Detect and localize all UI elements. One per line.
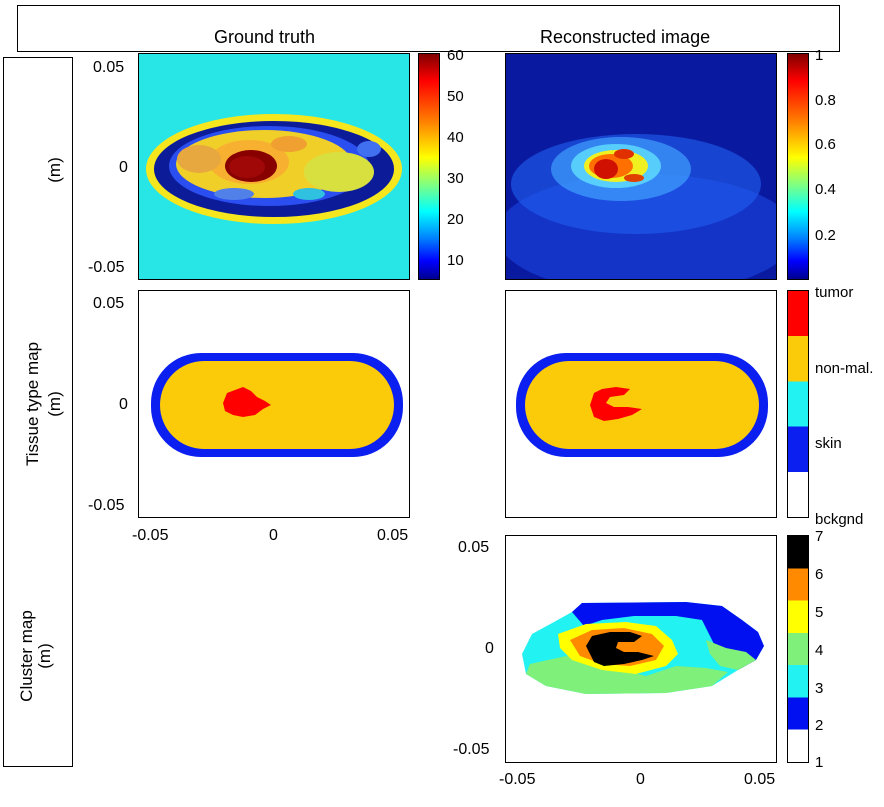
legend-background: bckgnd bbox=[815, 511, 864, 528]
cluster-label-6: 6 bbox=[815, 566, 824, 583]
p1-ytick-top: 0.05 bbox=[93, 59, 125, 76]
cb1-label-60: 60 bbox=[447, 47, 464, 64]
p5-ytick-bot: -0.05 bbox=[453, 741, 490, 758]
legend-skin: skin bbox=[815, 435, 842, 452]
p3-xtick-left: -0.05 bbox=[132, 527, 169, 544]
p5-xtick-left: -0.05 bbox=[499, 771, 536, 788]
cluster-label-2: 2 bbox=[815, 717, 824, 734]
cluster-label-7: 7 bbox=[815, 528, 824, 545]
cluster-label-3: 3 bbox=[815, 680, 824, 697]
cb2-label-0.2: 0.2 bbox=[815, 227, 836, 244]
cb2-label-0.4: 0.4 bbox=[815, 181, 836, 198]
header-frame bbox=[17, 5, 840, 52]
cb1-label-20: 20 bbox=[447, 211, 464, 228]
cluster-map bbox=[505, 535, 777, 763]
tissue-legend-bar bbox=[787, 290, 809, 518]
p3-ytick-top: 0.05 bbox=[93, 295, 125, 312]
ground-truth-heatmap bbox=[138, 53, 410, 280]
tissue-map-ground-truth bbox=[138, 290, 410, 518]
legend-non-malignant: non-mal. bbox=[815, 360, 874, 377]
row-label-frame bbox=[3, 57, 73, 767]
legend-tumor: tumor bbox=[815, 284, 854, 301]
row1-unit-label: (m) bbox=[45, 157, 64, 183]
p3-ytick-mid: 0 bbox=[119, 396, 128, 413]
header-reconstructed: Reconstructed image bbox=[540, 27, 711, 47]
p5-xtick-right: 0.05 bbox=[744, 771, 776, 788]
cb2-label-1: 1 bbox=[815, 47, 824, 64]
colorbar-reconstructed bbox=[787, 53, 809, 280]
row2-title-label: Tissue type map bbox=[23, 341, 42, 467]
p3-ytick-bot: -0.05 bbox=[88, 497, 125, 514]
header-ground-truth: Ground truth bbox=[214, 27, 316, 47]
cluster-label-4: 4 bbox=[815, 642, 824, 659]
p5-ytick-mid: 0 bbox=[485, 640, 494, 657]
p5-ytick-top: 0.05 bbox=[458, 539, 490, 556]
p1-ytick-mid: 0 bbox=[119, 159, 128, 176]
cb1-label-40: 40 bbox=[447, 129, 464, 146]
row3-title-label: Cluster map bbox=[17, 610, 36, 702]
row2-unit-label: (m) bbox=[45, 391, 64, 417]
cluster-label-1: 1 bbox=[815, 754, 824, 771]
tissue-map-reconstructed bbox=[505, 290, 777, 518]
cb2-label-0.6: 0.6 bbox=[815, 136, 836, 153]
row3-unit-label: (m) bbox=[35, 643, 54, 669]
p3-xtick-right: 0.05 bbox=[377, 527, 409, 544]
cb1-label-10: 10 bbox=[447, 252, 464, 269]
p5-xtick-mid: 0 bbox=[636, 771, 645, 788]
cb1-label-30: 30 bbox=[447, 170, 464, 187]
p1-ytick-bot: -0.05 bbox=[88, 259, 125, 276]
cb2-label-0.8: 0.8 bbox=[815, 92, 836, 109]
cluster-label-5: 5 bbox=[815, 604, 824, 621]
colorbar-ground-truth bbox=[418, 53, 440, 280]
p3-xtick-mid: 0 bbox=[269, 527, 278, 544]
reconstructed-heatmap bbox=[505, 53, 777, 280]
cluster-legend-bar bbox=[787, 535, 809, 763]
cb1-label-50: 50 bbox=[447, 88, 464, 105]
